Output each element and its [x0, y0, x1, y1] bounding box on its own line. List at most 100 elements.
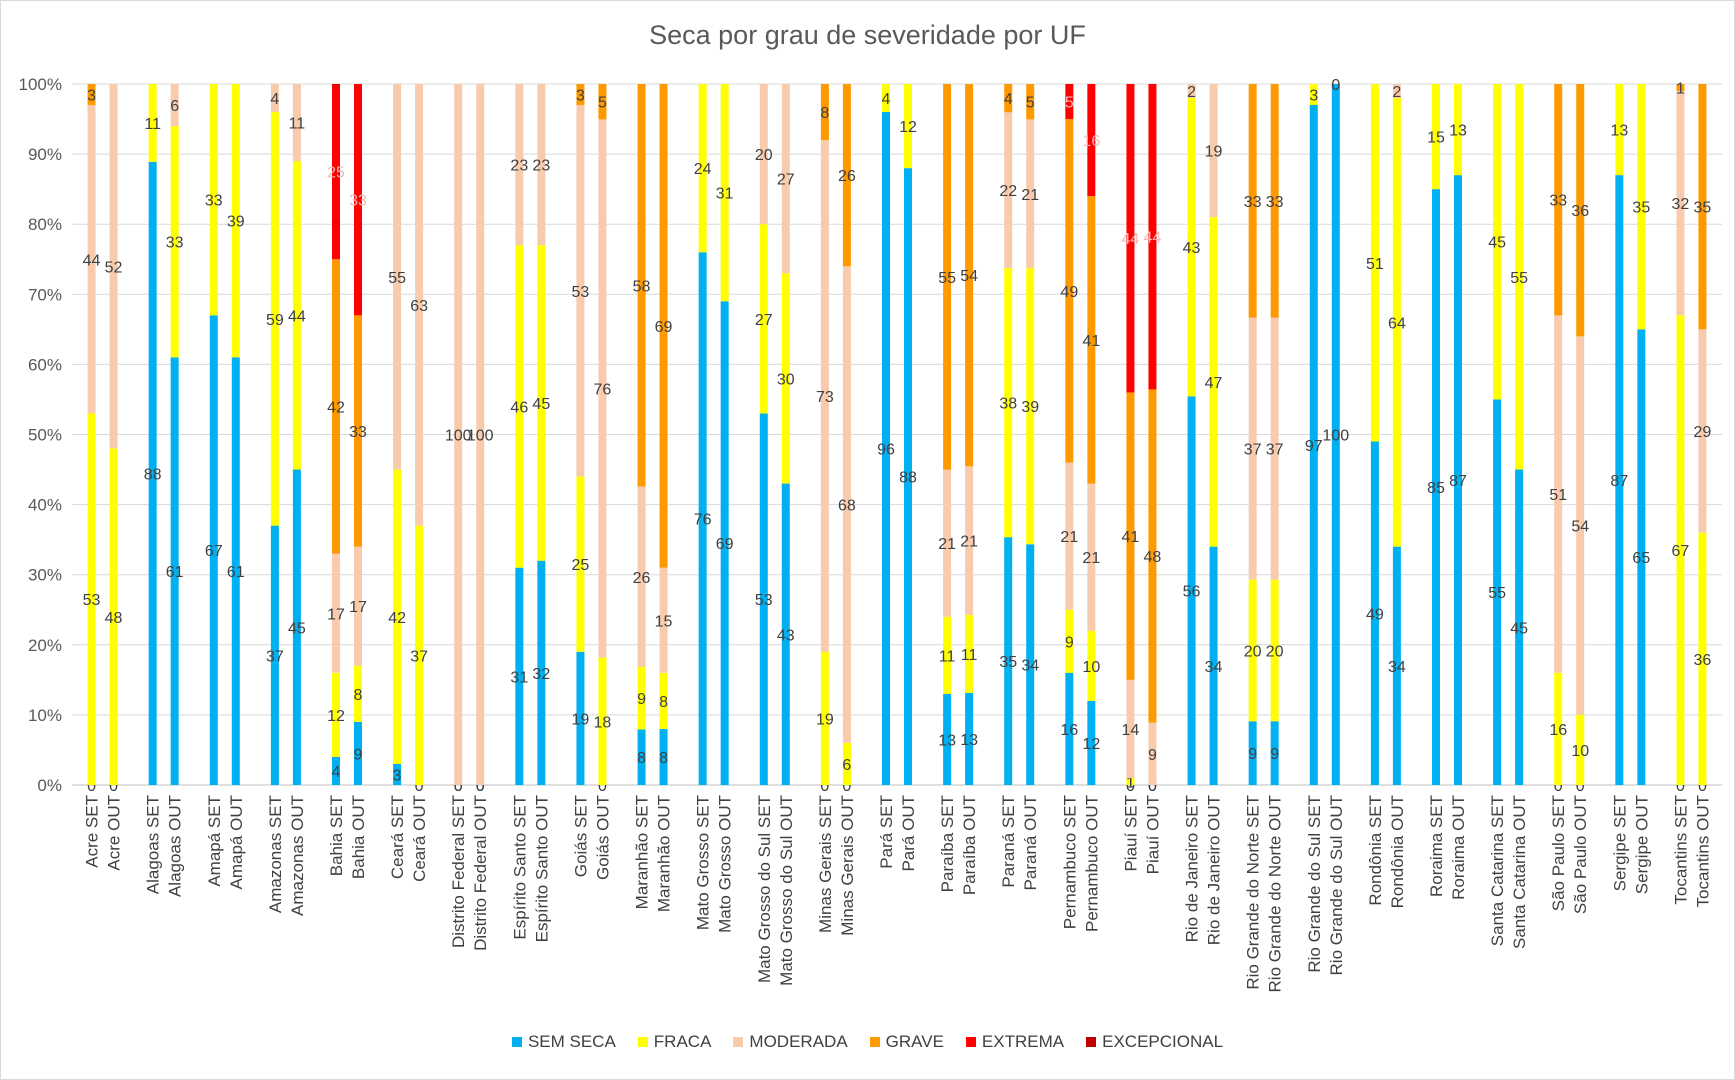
bar-segment-grave	[1576, 84, 1585, 337]
bar-segment-sem-seca	[537, 560, 546, 785]
data-label: 9	[1148, 747, 1157, 764]
data-label: 97	[1305, 438, 1323, 455]
data-label: 11	[289, 116, 306, 133]
bar-segment-moderada	[476, 84, 485, 785]
data-label: 17	[349, 599, 367, 616]
bar-segment-grave	[637, 84, 646, 487]
bar-segment-moderada	[1148, 722, 1157, 785]
data-label: 26	[838, 168, 856, 185]
legend-label: GRAVE	[885, 1032, 944, 1051]
data-label: 59	[266, 312, 284, 329]
data-label: 15	[1427, 130, 1445, 147]
data-label: 36	[1694, 652, 1712, 669]
data-label: 20	[755, 147, 773, 164]
data-label: 21	[938, 536, 956, 553]
data-label: 88	[144, 466, 162, 483]
data-label: 0	[1576, 778, 1585, 795]
bar-segment-moderada	[415, 84, 424, 526]
data-label: 87	[1610, 473, 1628, 490]
data-label: 0	[1554, 778, 1563, 795]
data-label: 49	[1366, 606, 1384, 623]
bar-segment-moderada	[1698, 329, 1707, 533]
bar-segment-moderada	[1187, 84, 1196, 98]
x-category-label: Amazonas OUT	[288, 795, 307, 916]
bar-segment-fraca	[148, 84, 157, 162]
data-label: 0	[87, 778, 96, 795]
data-label: 16	[1549, 722, 1567, 739]
bar-segment-extrema	[1126, 84, 1135, 393]
data-label: 41	[1082, 333, 1100, 350]
bar-segment-grave	[1698, 84, 1707, 330]
bar-segment-grave	[820, 84, 829, 141]
y-tick-label: 40%	[28, 496, 62, 515]
data-label: 33	[1266, 194, 1284, 211]
data-label: 0	[820, 778, 829, 795]
data-label: 100	[467, 428, 494, 445]
data-label: 61	[227, 564, 245, 581]
x-category-label: Pernambuco SET	[1060, 795, 1079, 929]
bar-segment-fraca	[576, 476, 585, 652]
x-category-label: Rondônia OUT	[1388, 795, 1407, 908]
x-category-label: Sergipe SET	[1610, 795, 1629, 891]
bar-segment-grave	[598, 84, 607, 120]
data-label: 45	[1488, 235, 1506, 252]
x-category-label: Espírito Santo SET	[510, 795, 529, 940]
bar-segment-grave	[1248, 84, 1257, 318]
bar-segment-moderada	[637, 486, 646, 668]
x-category-label: Alagoas OUT	[166, 795, 185, 897]
data-label: 13	[1449, 123, 1467, 140]
bar-segment-fraca	[1493, 84, 1502, 400]
data-label: 37	[1244, 442, 1262, 459]
data-label: 0	[415, 778, 424, 795]
data-label: 0	[109, 778, 118, 795]
bar-segment-moderada	[292, 84, 301, 162]
y-tick-label: 30%	[28, 566, 62, 585]
x-category-label: Ceará OUT	[410, 795, 429, 882]
y-tick-label: 80%	[28, 215, 62, 234]
data-label: 17	[327, 606, 345, 623]
bar-segment-grave	[1026, 84, 1035, 120]
bar-segment-fraca	[1676, 315, 1685, 785]
bar-segment-moderada	[109, 84, 118, 449]
x-category-label: Paraíba SET	[938, 795, 957, 892]
data-label: 37	[266, 648, 284, 665]
data-label: 37	[410, 648, 428, 665]
data-label: 8	[659, 750, 668, 767]
data-label: 27	[777, 172, 795, 189]
x-category-label: Goiás SET	[571, 795, 590, 877]
data-label: 0	[1676, 778, 1685, 795]
data-label: 0	[598, 778, 607, 795]
bar-segment-sem-seca	[1187, 396, 1196, 785]
data-label: 53	[572, 284, 590, 301]
y-tick-label: 100%	[19, 75, 62, 94]
x-category-label: Goiás OUT	[593, 795, 612, 880]
data-label: 44	[288, 308, 306, 325]
x-category-label: Ceará SET	[388, 795, 407, 879]
bar-segment-grave	[332, 259, 340, 554]
bar-segment-fraca	[393, 469, 402, 764]
bar-segment-moderada	[1209, 84, 1218, 218]
data-label: 10	[1571, 743, 1589, 760]
bar-segment-sem-seca	[576, 651, 585, 785]
bar-segment-moderada	[87, 105, 96, 414]
data-label: 65	[1632, 550, 1650, 567]
bar-segment-fraca	[1209, 217, 1218, 547]
data-label: 9	[1065, 634, 1074, 651]
data-label: 48	[1144, 549, 1162, 566]
x-category-label: Tocantins SET	[1671, 795, 1690, 905]
bar-segment-fraca	[943, 616, 952, 694]
x-category-label: São Paulo SET	[1549, 795, 1568, 911]
data-label: 29	[1694, 424, 1712, 441]
data-label: 27	[755, 312, 773, 329]
bar-segment-fraca	[637, 667, 646, 730]
bar-segment-extrema	[1087, 84, 1096, 197]
x-category-label: Rio Grande do Norte SET	[1244, 795, 1263, 990]
data-label: 3	[393, 767, 402, 784]
data-label: 100	[1322, 428, 1349, 445]
bar-segment-sem-seca	[1392, 546, 1401, 785]
bar-segment-moderada	[1392, 84, 1401, 99]
bar-segment-grave	[1004, 84, 1013, 113]
bar-segment-moderada	[1087, 483, 1096, 631]
bar-segment-sem-seca	[1370, 441, 1379, 785]
bar-segment-sem-seca	[781, 483, 790, 785]
